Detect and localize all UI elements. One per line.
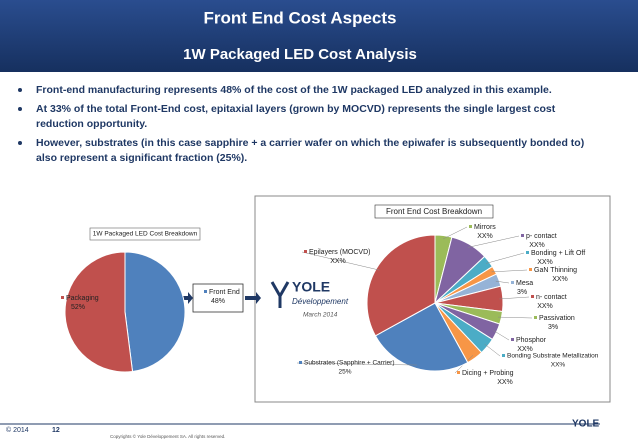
slice-label: Substrates (Sapphire + Carrier) xyxy=(304,360,395,367)
bullet-text: However, substrates (in this case sapphi… xyxy=(36,137,584,164)
legend-swatch xyxy=(531,295,534,298)
pie-slice xyxy=(374,302,469,372)
arrow xyxy=(245,292,261,304)
slice-value: 25% xyxy=(338,369,351,376)
chart-title-box xyxy=(374,204,494,219)
logo-tagline: Développement xyxy=(292,297,349,306)
slice-value: 52% xyxy=(71,304,85,311)
slice-value: XX% xyxy=(551,362,566,369)
slice-value: XX% xyxy=(529,242,545,249)
bullet-dot xyxy=(18,88,22,92)
legend-swatch xyxy=(511,281,514,284)
bullet-line: At 33% of the total Front-End cost, epit… xyxy=(36,103,556,115)
bullet-line: Front-end manufacturing represents 48% o… xyxy=(36,84,552,96)
legend-swatch xyxy=(304,250,307,253)
slice-label: GaN Thinning xyxy=(534,267,577,274)
slice-label: Mirrors xyxy=(474,224,496,231)
leader-line xyxy=(495,280,510,284)
legend-swatch xyxy=(529,268,532,271)
bullet-line: However, substrates (in this case sapphi… xyxy=(36,137,584,149)
legend-swatch xyxy=(299,361,302,364)
leader-line xyxy=(485,252,525,264)
legend-swatch xyxy=(521,234,524,237)
leader-line xyxy=(442,226,468,240)
title: Front End Cost Aspects xyxy=(204,8,397,27)
leader-line xyxy=(467,235,520,248)
bullet-dot xyxy=(18,107,22,111)
legend-swatch xyxy=(61,296,64,299)
callout-box xyxy=(192,283,244,313)
legend-swatch xyxy=(457,371,460,374)
leader-line xyxy=(493,330,510,341)
bullet-line: reduction opportunity. xyxy=(36,118,147,130)
legend-swatch xyxy=(469,225,472,228)
slice-value: XX% xyxy=(477,233,493,240)
slice-value: 48% xyxy=(211,298,225,305)
pie-slice xyxy=(124,251,186,373)
slice-label: n- contact xyxy=(536,294,567,301)
slice-label: Mesa xyxy=(516,280,533,287)
copyright: Copyrights © Yole Développement SA. All … xyxy=(110,433,225,439)
slice-value: XX% xyxy=(537,303,553,310)
bullet-dot xyxy=(18,141,22,145)
slice-label: Bonding + Lift Off xyxy=(531,250,585,257)
chart-title: 1W Packaged LED Cost Breakdown xyxy=(93,231,198,238)
subtitle: 1W Packaged LED Cost Analysis xyxy=(183,46,417,63)
leader-line xyxy=(301,251,380,271)
slice-value: XX% xyxy=(497,379,513,386)
legend-swatch xyxy=(511,338,514,341)
legend-swatch xyxy=(534,316,537,319)
arrow xyxy=(177,292,193,304)
slice-label: Dicing + Probing xyxy=(462,370,514,377)
slice-value: XX% xyxy=(552,276,568,283)
legend-swatch xyxy=(526,251,529,254)
pie-slice xyxy=(366,234,436,337)
logo-mark xyxy=(270,281,290,308)
leader-line xyxy=(491,269,528,273)
leader-line xyxy=(499,296,530,300)
bullet-text: Front-end manufacturing represents 48% o… xyxy=(36,84,552,96)
footer-year: © 2014 xyxy=(6,426,29,434)
leader-line xyxy=(498,316,533,319)
slice-label: Passivation xyxy=(539,315,575,322)
bullet-list: Front-end manufacturing represents 48% o… xyxy=(18,84,584,164)
bullet-text: At 33% of the total Front-End cost, epit… xyxy=(36,103,556,130)
slice-value: 3% xyxy=(548,324,558,331)
slice-value: XX% xyxy=(537,259,553,266)
footer-logo: YOLE xyxy=(572,419,600,430)
bullet-line: also represent a significant fraction (2… xyxy=(36,152,247,164)
slice-label: Phosphor xyxy=(516,337,547,344)
header-bar xyxy=(0,0,638,72)
slice-value: 3% xyxy=(517,289,527,296)
pie-slice xyxy=(64,251,134,373)
legend-swatch xyxy=(502,354,505,357)
leader-line xyxy=(296,362,417,366)
logo-date: March 2014 xyxy=(303,312,338,319)
slice-value: XX% xyxy=(517,346,533,353)
slice-label: Front End xyxy=(209,289,240,296)
slice-value: XX% xyxy=(330,258,346,265)
legend-swatch xyxy=(204,290,207,293)
logo: YOLE Développement March 2014 xyxy=(270,279,349,319)
slice-label: Bonding Substrate Metallization xyxy=(507,353,599,360)
slice-label: Epilayers (MOCVD) xyxy=(309,249,370,256)
chart-title-box xyxy=(89,227,201,241)
logo-name: YOLE xyxy=(292,279,330,295)
leader-line xyxy=(484,343,501,357)
chart-title: Front End Cost Breakdown xyxy=(386,207,482,216)
slice-label: Packaging xyxy=(66,295,99,302)
page-number: 12 xyxy=(52,427,60,434)
slice-label: p- contact xyxy=(526,233,557,240)
